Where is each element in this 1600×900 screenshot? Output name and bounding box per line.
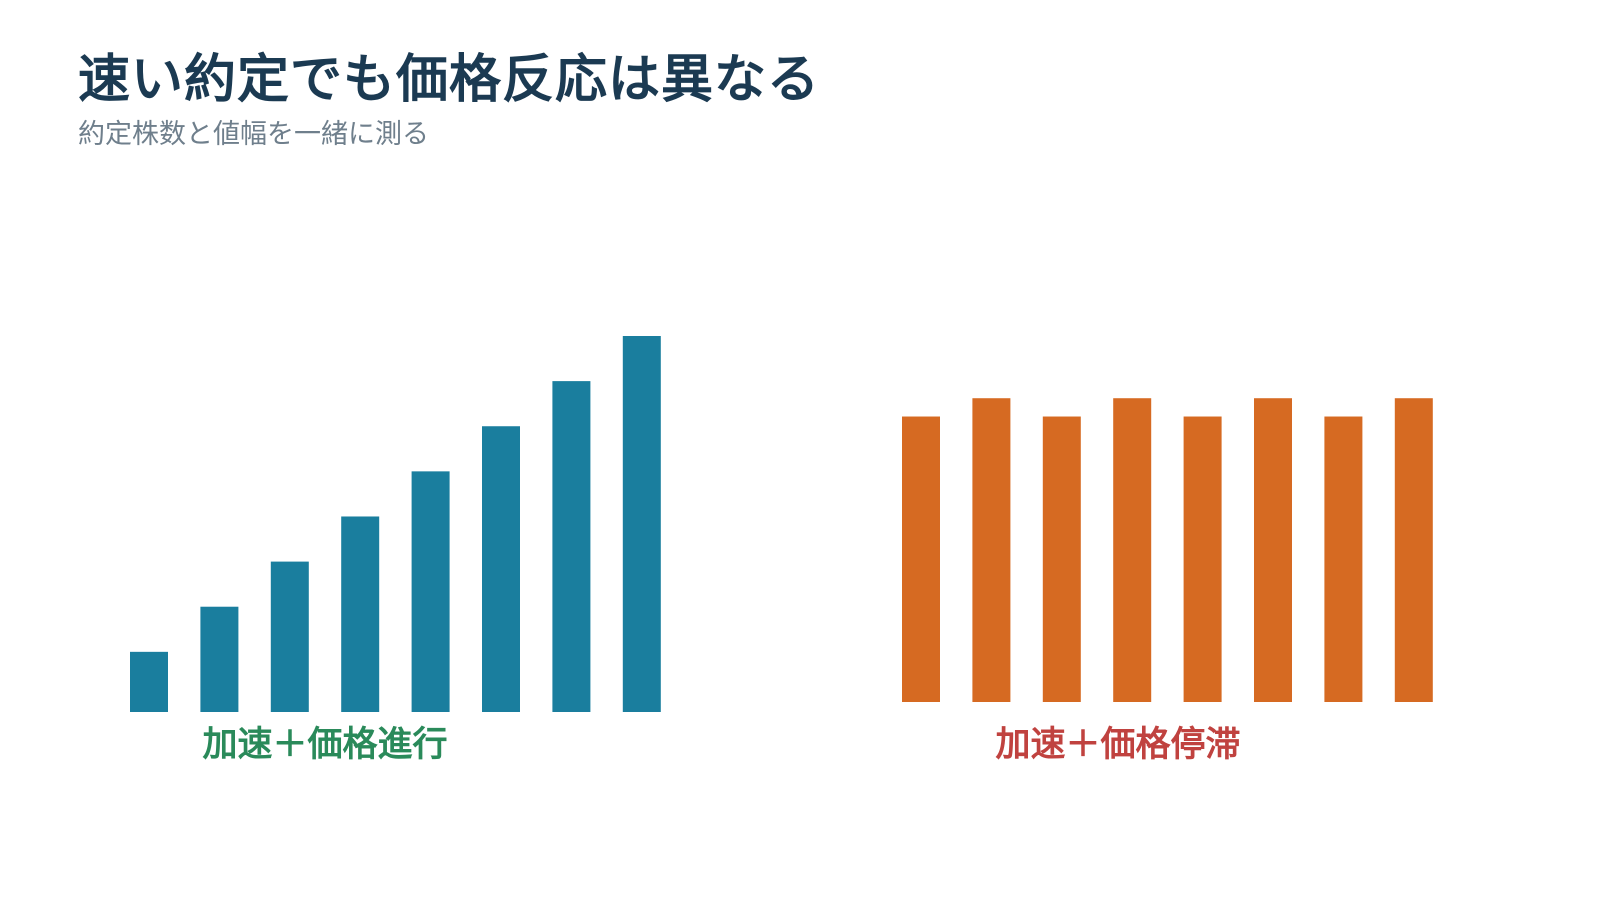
stall-bar — [1183, 416, 1222, 702]
accelerate-bar — [200, 606, 239, 712]
stall-bar — [1042, 416, 1081, 702]
stall-bar-group — [902, 398, 1433, 702]
page-subtitle: 約定株数と値幅を一緒に測る — [78, 119, 429, 150]
stall-bar — [1394, 398, 1433, 702]
page-title: 速い約定でも価格反応は異なる — [78, 50, 821, 110]
stall-bar — [902, 416, 940, 702]
accelerate-bar — [411, 471, 450, 712]
accelerate-bar — [622, 336, 661, 712]
stall-caption: 加速＋価格停滞 — [995, 725, 1240, 765]
accelerate-bar — [552, 381, 591, 712]
accelerate-bar — [482, 426, 520, 712]
stall-bar — [1254, 398, 1292, 702]
accelerate-caption: 加速＋価格進行 — [202, 725, 447, 765]
accelerate-bar — [130, 651, 168, 712]
accelerate-bar — [341, 516, 380, 712]
stall-bar — [1324, 416, 1363, 702]
stall-bar — [972, 398, 1011, 702]
accelerate-bar-group — [130, 336, 661, 712]
accelerate-bar — [270, 561, 309, 712]
stall-bar — [1113, 398, 1152, 702]
